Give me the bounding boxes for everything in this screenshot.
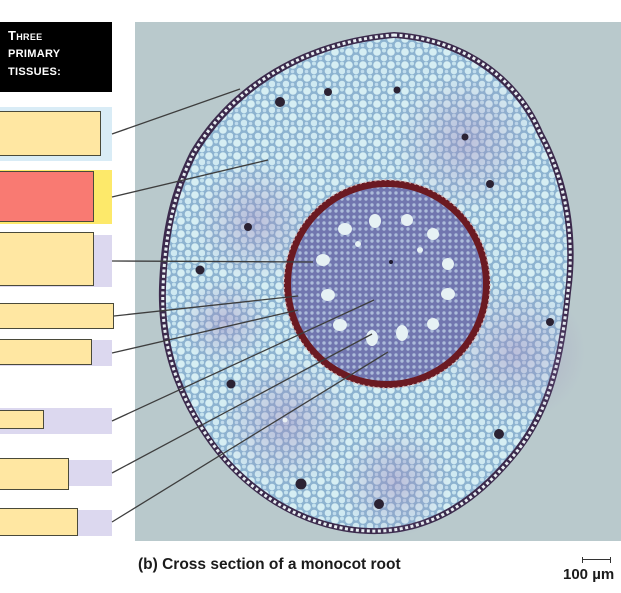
label-box-phloem[interactable]	[0, 508, 78, 536]
label-box-pericycle[interactable]	[0, 339, 92, 365]
label-box-pith[interactable]	[0, 410, 44, 429]
root-cross-section-image	[158, 32, 585, 537]
label-box-cortex[interactable]	[0, 171, 94, 222]
heading-line-1: Three	[8, 28, 43, 43]
heading-line-3: TISSUES:	[8, 66, 62, 78]
figure-caption: (b) Cross section of a monocot root	[138, 556, 401, 573]
label-box-vascular-cylinder[interactable]	[0, 232, 94, 286]
scale-label: 100 µm	[563, 566, 615, 583]
tissues-heading: Three PRIMARY TISSUES:	[0, 22, 112, 92]
label-box-xylem[interactable]	[0, 458, 69, 490]
label-box-epidermis[interactable]	[0, 111, 101, 156]
scale-bar-icon	[582, 557, 611, 563]
heading-line-2: PRIMARY	[8, 48, 61, 60]
monocot-root-micrograph	[135, 22, 621, 541]
label-box-endodermis[interactable]	[0, 303, 114, 329]
